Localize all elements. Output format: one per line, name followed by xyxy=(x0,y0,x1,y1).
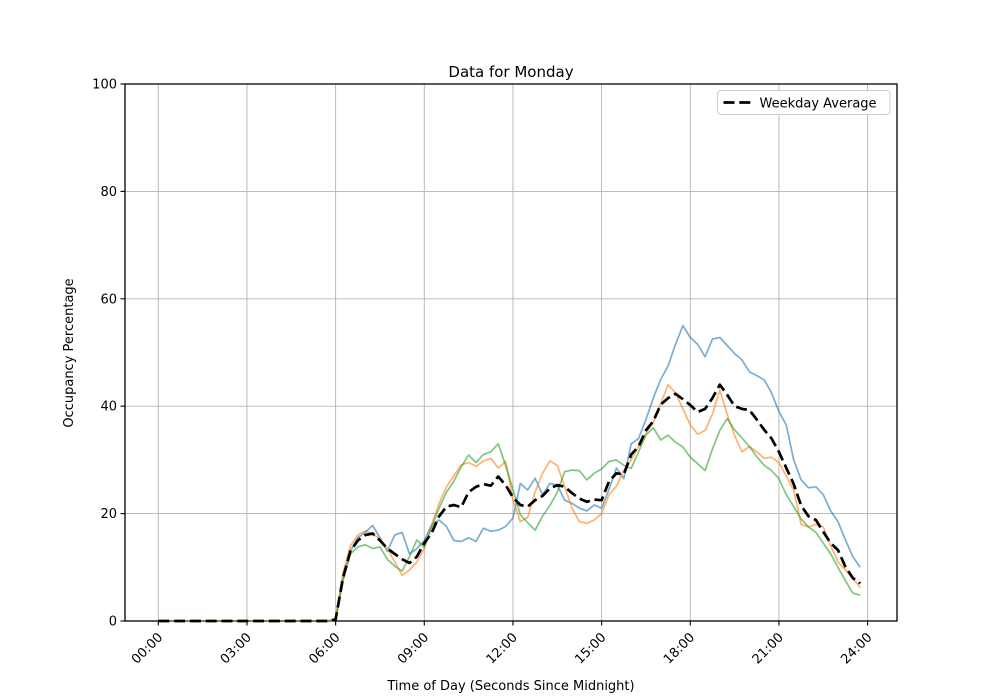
y-tick-label-80: 80 xyxy=(100,185,117,200)
plot-border xyxy=(124,83,898,622)
y-axis-label: Occupancy Percentage xyxy=(62,278,77,427)
legend-box xyxy=(717,90,891,115)
x-tick-label-15:00: 15:00 xyxy=(572,630,609,667)
legend-label: Weekday Average xyxy=(760,97,877,112)
series-line-monday-sample-3 xyxy=(158,417,861,622)
x-tick-label-24:00: 24:00 xyxy=(838,630,875,667)
x-tick-label-06:00: 06:00 xyxy=(306,630,343,667)
series-line-monday-sample-1 xyxy=(158,324,861,622)
x-tick-label-03:00: 03:00 xyxy=(218,630,255,667)
x-tick-label-21:00: 21:00 xyxy=(750,630,787,667)
x-tick-label-18:00: 18:00 xyxy=(661,630,698,667)
x-tick-label-00:00: 00:00 xyxy=(129,630,166,667)
x-tick-label-09:00: 09:00 xyxy=(395,630,432,667)
grid-layer xyxy=(125,83,897,622)
y-tick-label-40: 40 xyxy=(100,400,117,415)
y-tick-label-20: 20 xyxy=(100,507,117,522)
y-tick-label-60: 60 xyxy=(100,292,117,307)
x-axis-label: Time of Day (Seconds Since Midnight) xyxy=(386,679,634,694)
x-tick-label-12:00: 12:00 xyxy=(484,630,521,667)
series-line-weekday-average xyxy=(158,383,861,623)
y-tick-label-0: 0 xyxy=(109,615,117,630)
series-layer xyxy=(158,324,861,623)
tick-layer: 00:00 03:00 06:00 09:00 12:00 15:00 18:00 21:00… xyxy=(92,78,875,668)
series-line-monday-sample-2 xyxy=(158,383,861,622)
y-tick-label-100: 100 xyxy=(92,78,117,93)
chart-title: Data for Monday xyxy=(448,63,573,81)
legend: Weekday Average xyxy=(717,90,891,115)
